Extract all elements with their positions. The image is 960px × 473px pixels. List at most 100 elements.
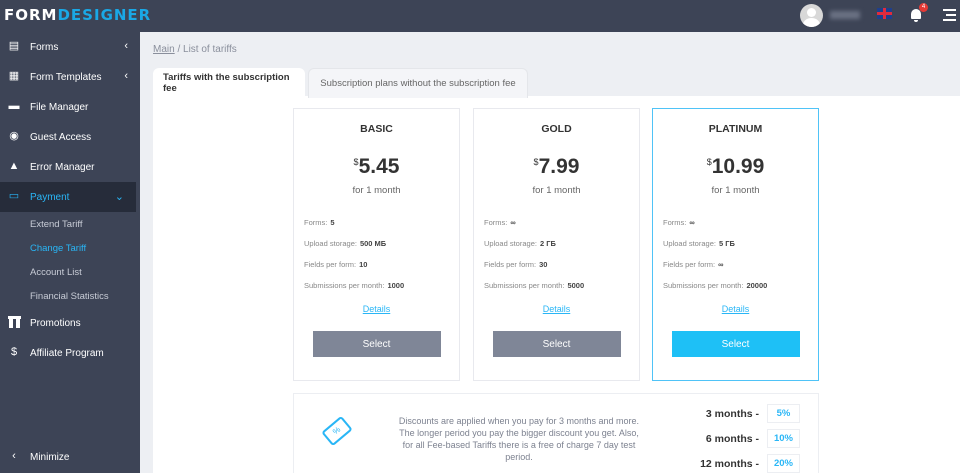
label: Forms — [30, 41, 59, 53]
uk-flag-icon[interactable] — [877, 8, 892, 19]
discount-value: 20% — [767, 454, 800, 473]
feature-label: Fields per form: — [304, 260, 357, 269]
sidebar-item-file-manager[interactable]: ▬ File Manager — [0, 92, 140, 122]
select-button[interactable]: Select — [671, 331, 800, 357]
notification-badge: 4 — [919, 3, 928, 12]
logo-part-2: DESIGNER — [57, 6, 152, 24]
price-value: 5.45 — [358, 155, 400, 178]
select-button[interactable]: Select — [492, 331, 621, 357]
label: Affiliate Program — [30, 347, 104, 359]
discount-label: 6 months - — [705, 432, 759, 445]
discount-row: 6 months - 10% — [706, 429, 800, 448]
feature-label: Fields per form: — [663, 260, 716, 269]
sidebar: ▤ Forms ‹ ▦ Form Templates ‹ ▬ File Manager ◉… — [0, 32, 140, 473]
tab-with-fee[interactable]: Tariffs with the subscription fee — [153, 68, 305, 98]
feature-label: Forms: — [663, 218, 687, 227]
feature-forms: Forms: 5 — [294, 212, 459, 233]
breadcrumb-main-link[interactable]: Main — [153, 44, 175, 55]
feature-label: Fields per form: — [484, 260, 537, 269]
sidebar-item-error-manager[interactable]: ▲ Error Manager — [0, 152, 140, 182]
plan-price: $5.45 — [294, 155, 459, 179]
plan-card-platinum: PLATINUM $10.99 for 1 month Forms: ∞ Uploa… — [652, 108, 819, 381]
plan-name: GOLD — [541, 123, 572, 135]
forms-icon: ▤ — [8, 41, 20, 52]
chevron-left-icon: ‹ — [12, 451, 16, 462]
select-button[interactable]: Select — [312, 331, 441, 357]
sidebar-sub-financial-statistics[interactable]: Financial Statistics — [30, 290, 109, 302]
feature-label: Submissions per month: — [304, 281, 385, 290]
avatar[interactable] — [800, 4, 823, 27]
sidebar-item-forms[interactable]: ▤ Forms ‹ — [0, 32, 140, 62]
currency: $ — [353, 157, 359, 167]
feature-value: 5 ГБ — [718, 239, 735, 248]
template-icon: ▦ — [8, 71, 20, 82]
feature-forms: Forms: ∞ — [474, 212, 639, 233]
discount-value: 5% — [767, 404, 800, 423]
feature-value: ∞ — [689, 218, 695, 227]
details-link[interactable]: Details — [542, 304, 571, 314]
feature-value: 500 МБ — [359, 239, 387, 248]
label: Guest Access — [30, 131, 92, 143]
dollar-icon: $ — [10, 347, 18, 358]
details-link[interactable]: Details — [721, 304, 750, 314]
user-circle-icon: ◉ — [9, 131, 19, 142]
plan-price: $10.99 — [653, 155, 818, 179]
sidebar-item-promotions[interactable]: Promotions — [0, 308, 140, 338]
feature-label: Upload storage: — [663, 239, 716, 248]
plan-name: PLATINUM — [708, 123, 763, 135]
discount-text: Discounts are applied when you pay for 3… — [398, 416, 640, 462]
warning-icon: ▲ — [8, 161, 20, 172]
feature-label: Submissions per month: — [663, 281, 744, 290]
top-bar: FORMDESIGNER 4 — [0, 0, 960, 32]
plan-period: for 1 month — [352, 185, 401, 196]
feature-submissions: Submissions per month: 5000 — [474, 275, 639, 296]
label: Minimize — [30, 451, 70, 463]
label: Error Manager — [30, 161, 95, 173]
discount-value: 10% — [767, 429, 800, 448]
plan-price: $7.99 — [474, 155, 639, 179]
label: File Manager — [30, 101, 89, 113]
feature-label: Forms: — [304, 218, 328, 227]
username-blurred[interactable] — [830, 11, 860, 19]
currency: $ — [706, 157, 712, 167]
details-link[interactable]: Details — [362, 304, 391, 314]
feature-storage: Upload storage: 5 ГБ — [653, 233, 818, 254]
minimize-button[interactable]: ‹ Minimize — [0, 442, 140, 472]
feature-label: Forms: — [484, 218, 508, 227]
feature-label: Submissions per month: — [484, 281, 565, 290]
feature-value: 20000 — [746, 281, 768, 290]
feature-storage: Upload storage: 2 ГБ — [474, 233, 639, 254]
file-icon: ▬ — [8, 101, 20, 112]
sidebar-item-payment[interactable]: ▭ Payment ⌄ — [0, 182, 136, 212]
breadcrumb-current: / List of tariffs — [177, 44, 237, 55]
sidebar-item-affiliate[interactable]: $ Affiliate Program — [0, 338, 140, 368]
feature-submissions: Submissions per month: 1000 — [294, 275, 459, 296]
discount-box: % Discounts are applied when you pay for… — [293, 393, 819, 473]
feature-value: ∞ — [510, 218, 516, 227]
discount-row: 12 months - 20% — [700, 454, 800, 473]
sidebar-item-guest-access[interactable]: ◉ Guest Access — [0, 122, 140, 152]
discount-label: 3 months - — [705, 407, 759, 420]
sidebar-sub-account-list[interactable]: Account List — [30, 266, 82, 278]
tab-without-fee[interactable]: Subscription plans without the subscript… — [308, 68, 528, 98]
card-icon: ▭ — [8, 191, 20, 202]
bell-icon[interactable] — [911, 9, 921, 22]
feature-fields: Fields per form: ∞ — [653, 254, 818, 275]
sidebar-item-form-templates[interactable]: ▦ Form Templates ‹ — [0, 62, 140, 92]
feature-label: Upload storage: — [304, 239, 357, 248]
feature-storage: Upload storage: 500 МБ — [294, 233, 459, 254]
chevron-left-icon: ‹ — [124, 70, 128, 82]
feature-value: 10 — [359, 260, 368, 269]
feature-value: ∞ — [718, 260, 724, 269]
sidebar-sub-extend-tariff[interactable]: Extend Tariff — [30, 218, 83, 230]
plan-card-gold: GOLD $7.99 for 1 month Forms: ∞ Upload sto… — [473, 108, 640, 381]
menu-icon[interactable] — [943, 9, 956, 24]
discount-ticket-icon: % — [321, 415, 353, 447]
feature-fields: Fields per form: 10 — [294, 254, 459, 275]
plan-period: for 1 month — [532, 185, 581, 196]
label: Form Templates — [30, 71, 102, 83]
sidebar-sub-change-tariff[interactable]: Change Tariff — [30, 242, 87, 254]
logo[interactable]: FORMDESIGNER — [4, 6, 151, 24]
label: Payment — [30, 191, 70, 203]
feature-label: Upload storage: — [484, 239, 537, 248]
